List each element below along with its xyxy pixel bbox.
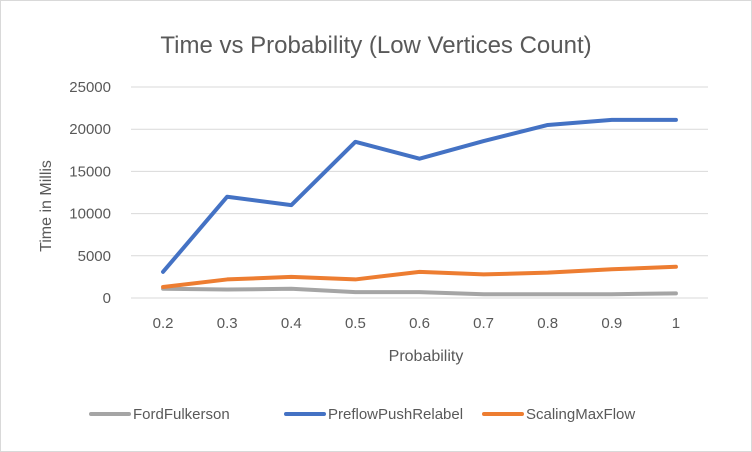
legend-label-ScalingMaxFlow: ScalingMaxFlow bbox=[526, 406, 635, 423]
series-lines bbox=[161, 117, 678, 297]
y-tick-label-5: 25000 bbox=[69, 79, 111, 96]
y-tick-label-0: 0 bbox=[103, 290, 111, 307]
x-tick-label-1: 0.3 bbox=[217, 315, 238, 332]
gridlines bbox=[131, 86, 708, 299]
x-axis-title: Probability bbox=[389, 348, 464, 365]
y-tick-label-4: 20000 bbox=[69, 121, 111, 138]
series-line-FordFulkerson bbox=[161, 286, 678, 297]
legend: FordFulkerson PreflowPushRelabel ScalingMa… bbox=[89, 406, 635, 423]
x-tick-label-5: 0.7 bbox=[473, 315, 494, 332]
chart-title: Time vs Probability (Low Vertices Count) bbox=[160, 32, 591, 59]
y-axis-title: Time in Millis bbox=[38, 160, 55, 252]
x-tick-label-2: 0.4 bbox=[281, 315, 302, 332]
x-tick-label-0: 0.2 bbox=[153, 315, 174, 332]
y-tick-label-1: 5000 bbox=[78, 248, 111, 265]
series-line-PreflowPushRelabel bbox=[161, 117, 678, 274]
x-tick-label-6: 0.8 bbox=[537, 315, 558, 332]
legend-label-PreflowPushRelabel: PreflowPushRelabel bbox=[328, 406, 463, 423]
y-tick-label-2: 10000 bbox=[69, 206, 111, 223]
x-tick-label-3: 0.5 bbox=[345, 315, 366, 332]
x-tick-label-8: 1 bbox=[672, 315, 680, 332]
series-line-ScalingMaxFlow bbox=[161, 264, 678, 290]
x-tick-label-4: 0.6 bbox=[409, 315, 430, 332]
x-tick-label-7: 0.9 bbox=[601, 315, 622, 332]
x-axis-ticks: 0.2 0.3 0.4 0.5 0.6 0.7 0.8 0.9 1 bbox=[153, 315, 680, 332]
y-tick-label-3: 15000 bbox=[69, 163, 111, 180]
legend-label-FordFulkerson: FordFulkerson bbox=[133, 406, 230, 423]
y-axis-ticks: 0 5000 10000 15000 20000 25000 bbox=[69, 79, 111, 307]
